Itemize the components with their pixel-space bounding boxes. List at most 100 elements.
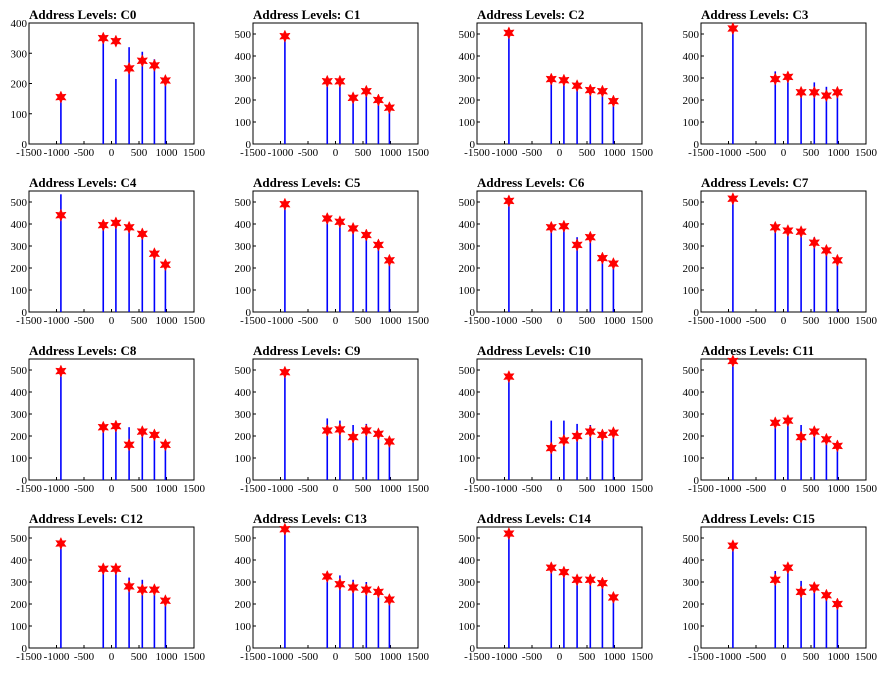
plot-frame [476,358,643,481]
peak-marker [148,58,161,72]
x-tick-label: -500 [298,483,319,495]
x-tick-label: 500 [579,483,596,495]
peak-marker [782,413,794,428]
y-tick-label: 500 [235,197,252,209]
x-tick-label: -1000 [44,315,70,327]
x-tick-label: 1000 [604,651,627,663]
y-tick-label: 500 [459,29,476,41]
chart-title: Address Levels: C13 [253,511,367,526]
x-tick-label: -1500 [16,651,42,663]
peak-marker [782,223,794,238]
peak-marker [321,569,333,584]
chart-panel-c15: Address Levels: C15 -1500 -1000 -500 0 500 100… [683,511,878,663]
x-tick-label: 1500 [407,315,430,327]
y-tick-label: 400 [235,387,252,399]
y-tick-label: 0 [22,643,28,655]
plot-frame [700,358,867,481]
x-tick-label: 1000 [156,483,179,495]
peak-marker [159,438,172,452]
peak-marker [795,225,807,239]
x-tick-label: 500 [579,315,596,327]
x-tick-label: 1500 [855,147,878,159]
x-tick-label: 1500 [855,483,878,495]
peak-marker [372,93,385,107]
chart-panel-c8: Address Levels: C8-1500 -1000 -500 0 500 1000… [11,343,206,495]
y-tick-label: 200 [683,599,700,611]
x-tick-label: -1500 [240,315,266,327]
x-tick-label: -500 [74,483,95,495]
x-tick-label: -1500 [16,315,42,327]
x-tick-label: 0 [557,651,563,663]
y-tick-label: 400 [459,555,476,567]
y-tick-label: 200 [459,95,476,107]
x-tick-label: 500 [803,483,820,495]
y-tick-label: 100 [459,117,476,129]
x-tick-label: 0 [781,315,787,327]
y-tick-label: 100 [235,117,252,129]
y-tick-label: 200 [683,95,700,107]
y-tick-label: 500 [459,365,476,377]
chart-title: Address Levels: C15 [701,511,815,526]
x-tick-label: -500 [746,483,767,495]
y-tick-label: 100 [235,453,252,465]
y-tick-label: 300 [459,241,476,253]
plot-frame [700,190,867,313]
x-tick-label: 1000 [380,315,403,327]
y-tick-label: 500 [11,365,28,377]
peak-marker [321,211,333,226]
x-tick-label: 1500 [183,483,206,495]
y-tick-label: 400 [235,219,252,231]
peak-marker [545,561,557,575]
peak-marker [831,85,844,99]
y-tick-label: 300 [459,577,476,589]
y-tick-label: 200 [235,263,252,275]
y-tick-label: 300 [11,577,28,589]
peak-marker [545,441,557,455]
x-tick-label: -1500 [240,147,266,159]
x-tick-label: -1500 [240,651,266,663]
x-tick-label: 0 [333,147,339,159]
peak-marker [148,247,161,261]
peak-marker [159,258,172,272]
peak-marker [607,256,620,271]
chart-panel-c0: Address Levels: C0-1500 -1000 -500 0 500 1000… [11,7,206,159]
peak-marker [808,424,821,439]
y-tick-label: 300 [459,73,476,85]
plot-frame [28,358,195,481]
plot-frame [476,526,643,649]
plot-frame [28,526,195,649]
x-tick-label: 1500 [631,483,654,495]
peak-marker [372,238,385,252]
peak-marker [334,215,346,229]
x-tick-label: -500 [522,483,543,495]
peak-marker [279,197,291,211]
chart-panel-c9: Address Levels: C9-1500 -1000 -500 0 500 1000… [235,343,430,495]
peak-marker [795,85,807,99]
peak-marker [334,422,346,437]
y-tick-label: 500 [11,533,28,545]
chart-title: Address Levels: C12 [29,511,143,526]
x-tick-label: -1000 [492,483,518,495]
y-tick-label: 300 [683,241,700,253]
y-tick-label: 500 [683,29,700,41]
y-tick-label: 500 [11,197,28,209]
x-tick-label: -1000 [268,315,294,327]
y-tick-label: 100 [11,285,28,297]
x-tick-label: 500 [803,315,820,327]
x-tick-label: -1000 [716,651,742,663]
chart-panel-c7: Address Levels: C7-1500 -1000 -500 0 500 1000… [683,175,878,327]
peak-marker [360,228,373,242]
peak-marker [808,580,821,595]
peak-marker [596,428,609,442]
y-tick-label: 0 [22,475,28,487]
x-tick-label: 500 [355,651,372,663]
peak-marker [347,91,359,105]
y-tick-label: 0 [470,643,476,655]
x-tick-label: 1500 [631,315,654,327]
x-tick-label: 1000 [380,483,403,495]
plot-frame [252,358,419,481]
x-tick-label: 500 [131,147,148,159]
peak-marker [727,192,739,206]
peak-marker [279,29,291,43]
